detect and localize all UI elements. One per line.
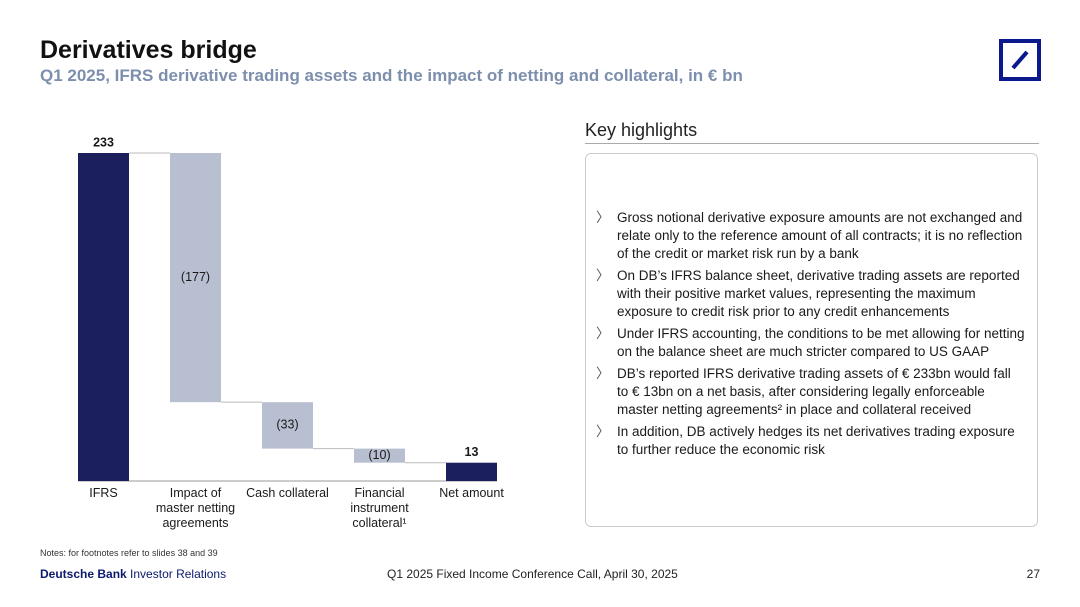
- footer-event: Q1 2025 Fixed Income Conference Call, Ap…: [387, 567, 678, 581]
- title: Derivatives bridge: [40, 36, 257, 64]
- highlight-item: 〉 In addition, DB actively hedges its net…: [596, 424, 1015, 457]
- bar: [354, 448, 405, 463]
- category-label: Net amount: [439, 486, 504, 500]
- bullet: 〉: [596, 326, 610, 341]
- notes: Notes: for footnotes refer to slides 38 …: [40, 548, 218, 558]
- highlight-item: 〉 Under IFRS accounting, the conditions t…: [596, 326, 1025, 359]
- unit: Investor Relations: [130, 567, 227, 581]
- highlight-item: 〉 DB’s reported IFRS derivative trading a…: [596, 366, 1011, 417]
- highlight-item: 〉 Gross notional derivative exposure amou…: [596, 210, 1023, 261]
- bullet: 〉: [596, 210, 610, 225]
- bar: [78, 153, 129, 481]
- value-label: (177): [181, 270, 210, 284]
- value-label: 13: [465, 445, 479, 459]
- brand: Deutsche Bank: [40, 567, 127, 581]
- bullet: 〉: [596, 424, 610, 439]
- page-number: 27: [1026, 567, 1040, 581]
- logo: [999, 39, 1041, 81]
- category-label: IFRS: [89, 486, 118, 500]
- value-label: (10): [368, 448, 390, 462]
- highlights-box: 〉 Gross notional derivative exposure amou…: [585, 153, 1038, 527]
- bullet: 〉: [596, 268, 610, 283]
- subtitle: Q1 2025, IFRS derivative trading assets …: [40, 66, 743, 85]
- footer-brand-line: Deutsche Bank Investor Relations: [40, 567, 226, 581]
- value-label: (33): [276, 418, 298, 432]
- category-label: Financial instrument collateral¹: [350, 486, 409, 530]
- chart: 233 (177) (33) (10) 13: [78, 135, 497, 482]
- bullet: 〉: [596, 366, 610, 381]
- bar: [170, 153, 221, 403]
- bar: [446, 462, 497, 481]
- divider: [585, 143, 1039, 144]
- highlights-title: Key highlights: [585, 120, 698, 140]
- value-label: 233: [93, 135, 114, 149]
- highlight-item: 〉 On DB’s IFRS balance sheet, derivative …: [596, 268, 1020, 319]
- category-label: Cash collateral: [246, 486, 329, 500]
- category-label: Impact of master netting agreements: [155, 486, 236, 530]
- bar: [262, 402, 313, 449]
